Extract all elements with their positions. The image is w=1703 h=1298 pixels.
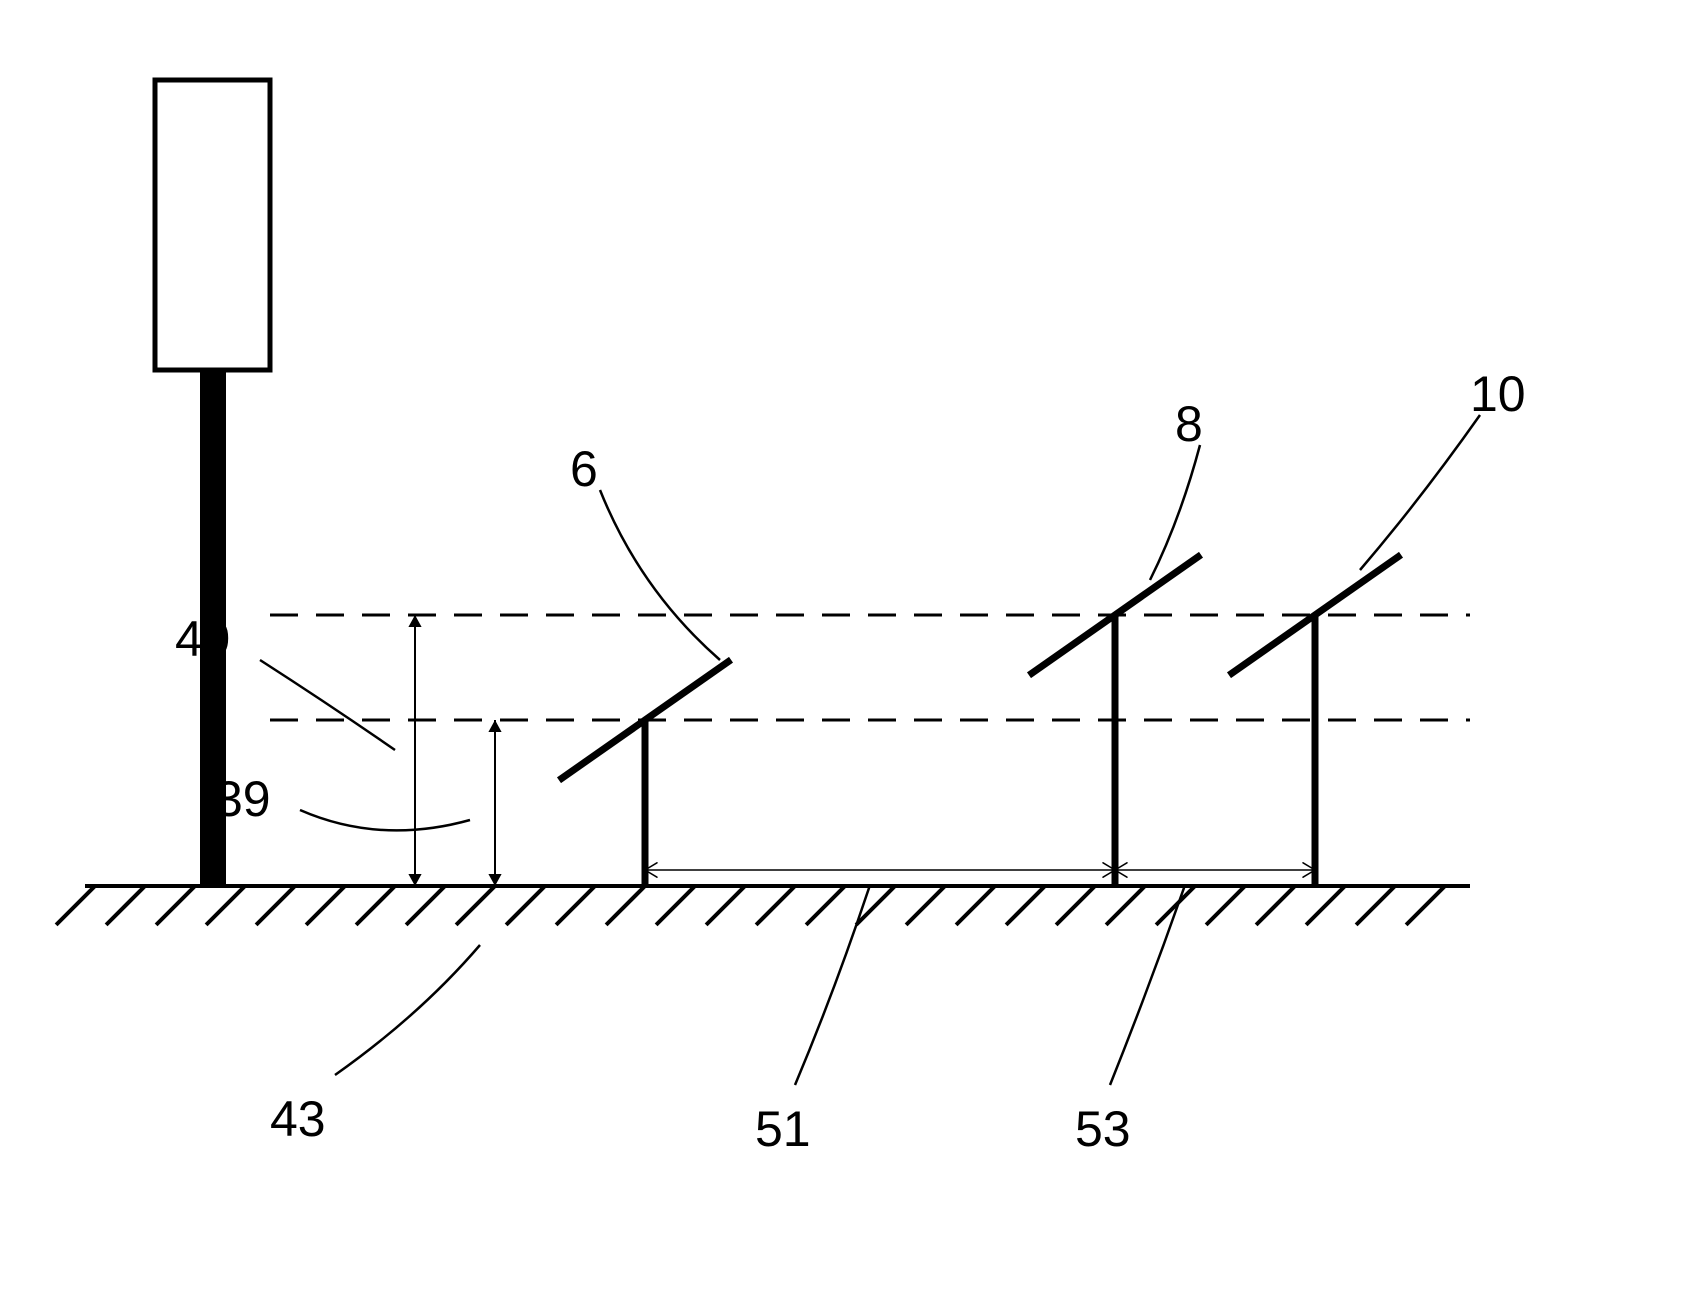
label-43: 43 bbox=[270, 1090, 326, 1148]
label-10: 10 bbox=[1470, 365, 1526, 423]
label-49: 49 bbox=[175, 610, 231, 668]
label-8: 8 bbox=[1175, 395, 1203, 453]
label-6: 6 bbox=[570, 440, 598, 498]
label-51: 51 bbox=[755, 1100, 811, 1158]
technical-diagram bbox=[0, 0, 1703, 1298]
label-53: 53 bbox=[1075, 1100, 1131, 1158]
label-39: 39 bbox=[215, 770, 271, 828]
